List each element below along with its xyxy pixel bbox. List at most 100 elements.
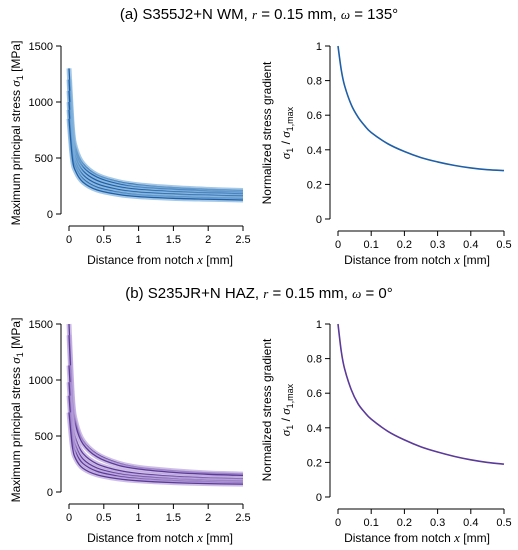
y-tick-label: 1000 [29,97,53,109]
a-right-xlabel-text: Distance from notch [344,253,451,267]
y-tick-label: 0.2 [307,457,322,469]
a-left-xlabel-sym: x [196,252,203,267]
b-right-ylabel2-sym: σ [278,429,293,436]
a-left-ylabel-sym: σ [8,80,23,87]
y-tick-label: 1 [316,319,322,331]
y-tick-label: 1 [316,41,322,53]
a-right-xlabel-sym: x [453,252,460,267]
b-left-xlabel-text: Distance from notch [87,531,194,545]
a-left-xlabel: Distance from notch x [mm] [87,252,233,267]
a-right-xlabel-unit: [mm] [463,253,490,267]
x-tick-label: 0.5 [96,234,111,246]
x-tick-label: 2 [205,234,211,246]
x-tick-label: 2 [205,512,211,524]
a-left-xlabel-text: Distance from notch [87,253,194,267]
a-right-xlabel: Distance from notch x [mm] [344,252,490,267]
panel-b-title-r-val: = 0.15 mm, [272,285,347,302]
y-tick-label: 0.8 [307,354,322,366]
series-line [68,118,244,201]
x-tick-label: 0 [66,234,72,246]
b-right-xlabel-unit: [mm] [463,531,490,545]
y-tick-label: 0.8 [307,76,322,88]
y-tick-label: 0 [47,487,53,499]
x-tick-label: 2.5 [235,512,250,524]
x-tick-label: 0.4 [463,239,478,251]
plot-a-right: 0 0.2 0.4 0.6 0.8 1 0 0.1 0.2 0.3 0.4 0.5 [307,41,512,251]
series-line [337,323,505,465]
series-band [66,101,244,199]
panel-a-title-omega-val: = 135° [354,6,398,23]
a-left-ylabel-unit: [MPa] [9,41,23,72]
y-tick-label: 0 [316,492,322,504]
x-tick-label: 0.1 [364,239,379,251]
x-tick-label: 0.5 [496,239,511,251]
y-tick-label: 1500 [29,319,53,331]
b-left-ylabel-sub: 1 [15,352,25,357]
plot-b-left: 0 500 1000 1500 0 0.5 1 1.5 2 2.5 [29,319,251,524]
a-right-ylabel2-sym2: σ [278,131,293,138]
panel-b-title-prefix: (b) S235JR+N HAZ, [125,285,259,302]
panel-b-title-r: r [263,286,269,301]
b-left-ylabel: Maximum principal stress σ1 [MPa] [8,318,25,503]
y-tick-label: 500 [35,431,53,443]
a-right-ylabel2-sym: σ [278,152,293,159]
a-left-ylabel: Maximum principal stress σ1 [MPa] [8,41,25,226]
series-band [66,365,244,482]
plot-b-right: 0 0.2 0.4 0.6 0.8 1 0 0.1 0.2 0.3 0.4 0.5 [307,319,512,529]
y-tick-label: 0.4 [307,145,322,157]
plot-a-left: 0 500 1000 1500 0 0.5 1 1.5 2 2.5 [29,41,251,246]
x-tick-label: 0 [335,239,341,251]
y-tick-label: 0.6 [307,110,322,122]
x-tick-label: 2.5 [235,234,250,246]
series-band [66,335,244,478]
b-left-ylabel-text: Maximum principal stress [9,367,23,502]
a-right-ylabel2-mid: / [279,138,293,148]
b-right-ylabel2: σ1 / σ1,max [278,383,295,436]
series-band [66,382,244,484]
series-band [66,79,244,195]
series-line [337,45,505,172]
b-right-xlabel: Distance from notch x [mm] [344,530,490,545]
x-tick-label: 0.4 [463,517,478,529]
a-right-ylabel2-sub2: 1,max [285,106,295,131]
x-tick-label: 0.2 [397,517,412,529]
b-right-ylabel2-sym2: σ [278,408,293,415]
y-tick-label: 0 [316,214,322,226]
series-band [66,68,244,193]
x-tick-label: 0 [335,517,341,529]
panel-a-title-r: r [252,7,258,22]
panel-a-title: (a) S355J2+N WM, r = 0.15 mm, ω = 135° [120,6,398,23]
y-tick-label: 0.2 [307,179,322,191]
a-left-ylabel-sub: 1 [15,75,25,80]
x-tick-label: 0.3 [430,517,445,529]
panel-a-title-r-val: = 0.15 mm, [261,6,336,23]
panel-b-title-omega-val: = 0° [365,285,392,302]
b-right-xlabel-sym: x [453,530,460,545]
series-band [66,323,244,477]
panel-b-title-omega: ω [352,286,361,301]
series-line [68,412,244,485]
panel-b-title: (b) S235JR+N HAZ, r = 0.15 mm, ω = 0° [125,285,392,302]
b-left-xlabel: Distance from notch x [mm] [87,530,233,545]
b-right-ylabel2-sub: 1 [285,425,295,430]
a-left-xlabel-unit: [mm] [206,253,233,267]
series-band [66,90,244,197]
a-right-ylabel2: σ1 / σ1,max [278,106,295,159]
x-tick-label: 0.5 [496,517,511,529]
b-right-xlabel-text: Distance from notch [344,531,451,545]
y-tick-label: 0 [47,209,53,221]
a-right-ylabel2-sub: 1 [285,148,295,153]
y-tick-label: 1000 [29,375,53,387]
a-right-ylabel: Normalized stress gradient [260,61,274,204]
b-left-ylabel-sym: σ [8,357,23,364]
y-tick-label: 1500 [29,41,53,53]
x-tick-label: 1 [136,512,142,524]
b-left-xlabel-sym: x [196,530,203,545]
y-tick-label: 500 [35,153,53,165]
b-right-ylabel2-mid: / [279,415,293,425]
x-tick-label: 0.1 [364,517,379,529]
x-tick-label: 1.5 [166,512,181,524]
y-tick-label: 0.4 [307,423,322,435]
panel-a-title-omega: ω [341,7,350,22]
